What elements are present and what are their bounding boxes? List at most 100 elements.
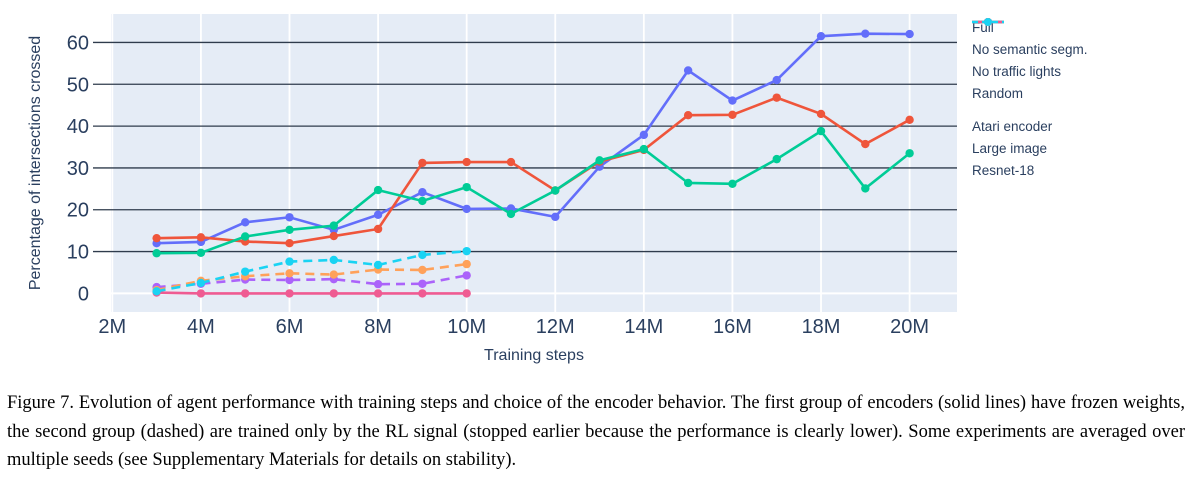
data-point: [462, 157, 471, 167]
series-line: [156, 274, 467, 289]
x-tick-label: 4M: [187, 316, 215, 338]
data-point: [728, 96, 737, 105]
data-point: [639, 130, 649, 140]
chart-canvas: 0 10 20 30 40 50 60 2M 4M 6M 8M 10M 12M 14M 16M 18M 20M: [67, 14, 957, 338]
data-point: [905, 149, 914, 158]
data-point: [285, 269, 294, 278]
data-point: [551, 186, 560, 195]
data-point: [241, 267, 250, 276]
data-point: [772, 93, 781, 102]
y-tick-label: 10: [67, 242, 89, 264]
data-point: [418, 250, 427, 260]
data-point: [152, 249, 161, 258]
plot-area: [111, 14, 957, 312]
figure-container: 0 10 20 30 40 50 60 2M 4M 6M 8M 10M 12M 14M 16M 18M 20M …: [27, 14, 1088, 364]
legend-item-no-traffic-lights[interactable]: No traffic lights: [972, 18, 1088, 82]
data-point: [418, 289, 427, 298]
y-tick-label: 60: [67, 32, 89, 54]
x-tick-label: 10M: [447, 316, 486, 338]
x-axis-title: Training steps: [484, 347, 584, 364]
legend-label: Random: [972, 85, 1024, 101]
legend-item-large-image[interactable]: Large image: [972, 18, 1088, 159]
data-point: [772, 75, 781, 85]
data-point: [373, 289, 383, 298]
data-point: [373, 260, 383, 270]
y-tick-label: 0: [78, 283, 89, 305]
data-point: [329, 289, 338, 298]
series-line: [156, 96, 911, 245]
y-axis-title: Percentage of intersections crossed: [27, 36, 44, 290]
data-point: [285, 275, 294, 285]
series-line: [156, 291, 467, 295]
data-point: [285, 238, 294, 248]
data-point: [373, 210, 383, 219]
data-point: [462, 271, 471, 280]
y-tick-label: 40: [67, 116, 89, 138]
legend-item-resnet-18[interactable]: Resnet-18: [972, 18, 1088, 181]
series-line: [156, 249, 467, 293]
data-point: [329, 270, 338, 279]
data-point: [373, 279, 383, 289]
data-point: [905, 115, 914, 125]
data-point: [861, 184, 870, 193]
data-point: [329, 221, 338, 230]
data-point: [462, 246, 471, 256]
data-point: [418, 279, 427, 288]
series-line: [156, 129, 911, 255]
data-point: [772, 154, 781, 164]
x-tick-label: 6M: [276, 316, 304, 338]
data-point: [418, 196, 427, 206]
data-point: [683, 178, 693, 188]
data-point: [728, 179, 737, 189]
y-tick-label: 20: [67, 200, 89, 222]
data-point: [196, 233, 206, 242]
data-point: [418, 158, 427, 168]
data-point: [861, 139, 870, 149]
data-point: [285, 257, 294, 266]
y-tick-label: 30: [67, 158, 89, 180]
data-point: [418, 265, 427, 275]
data-point: [418, 187, 427, 197]
data-point: [683, 66, 693, 75]
legend-item-random[interactable]: Random: [972, 18, 1088, 104]
figure-caption: Figure 7. Evolution of agent performance…: [7, 393, 1185, 471]
data-point: [241, 289, 250, 298]
data-point: [329, 231, 338, 241]
data-point: [196, 248, 206, 258]
data-point: [373, 224, 383, 234]
legend-item-atari-encoder[interactable]: Atari encoder: [972, 18, 1088, 137]
data-point: [462, 259, 471, 269]
x-tick-label: 14M: [624, 316, 663, 338]
legend-label: Resnet-18: [972, 162, 1035, 178]
data-point: [241, 218, 250, 227]
data-point: [506, 157, 516, 167]
data-point: [152, 287, 161, 296]
data-point: [551, 212, 560, 222]
data-point: [285, 213, 294, 222]
data-point: [816, 109, 826, 119]
series-no-traffic-lights: [152, 126, 914, 258]
x-tick-label: 8M: [364, 316, 392, 338]
data-point: [462, 204, 471, 214]
series-line: [156, 32, 910, 245]
data-point: [329, 255, 338, 265]
data-point: [905, 29, 914, 39]
series-resnet-18: [152, 246, 471, 296]
data-point: [861, 29, 870, 38]
data-point: [152, 233, 161, 243]
data-point: [816, 31, 826, 41]
data-point: [373, 185, 383, 195]
data-point: [196, 289, 206, 298]
x-tick-label: 2M: [98, 316, 126, 338]
legend-label: Large image: [972, 140, 1048, 156]
legend-label: Atari encoder: [972, 118, 1053, 134]
legend-item-no-semantic-segm[interactable]: No semantic segm.: [972, 18, 1088, 60]
series-atari-encoder: [152, 271, 471, 292]
data-point: [595, 156, 604, 165]
data-point: [462, 182, 471, 192]
legend-label: No semantic segm.: [972, 41, 1088, 57]
y-tick-label: 50: [67, 74, 89, 96]
legend-label: No traffic lights: [972, 63, 1062, 79]
legend: Full No semantic segm. No traffic lights Ra…: [972, 16, 1088, 181]
